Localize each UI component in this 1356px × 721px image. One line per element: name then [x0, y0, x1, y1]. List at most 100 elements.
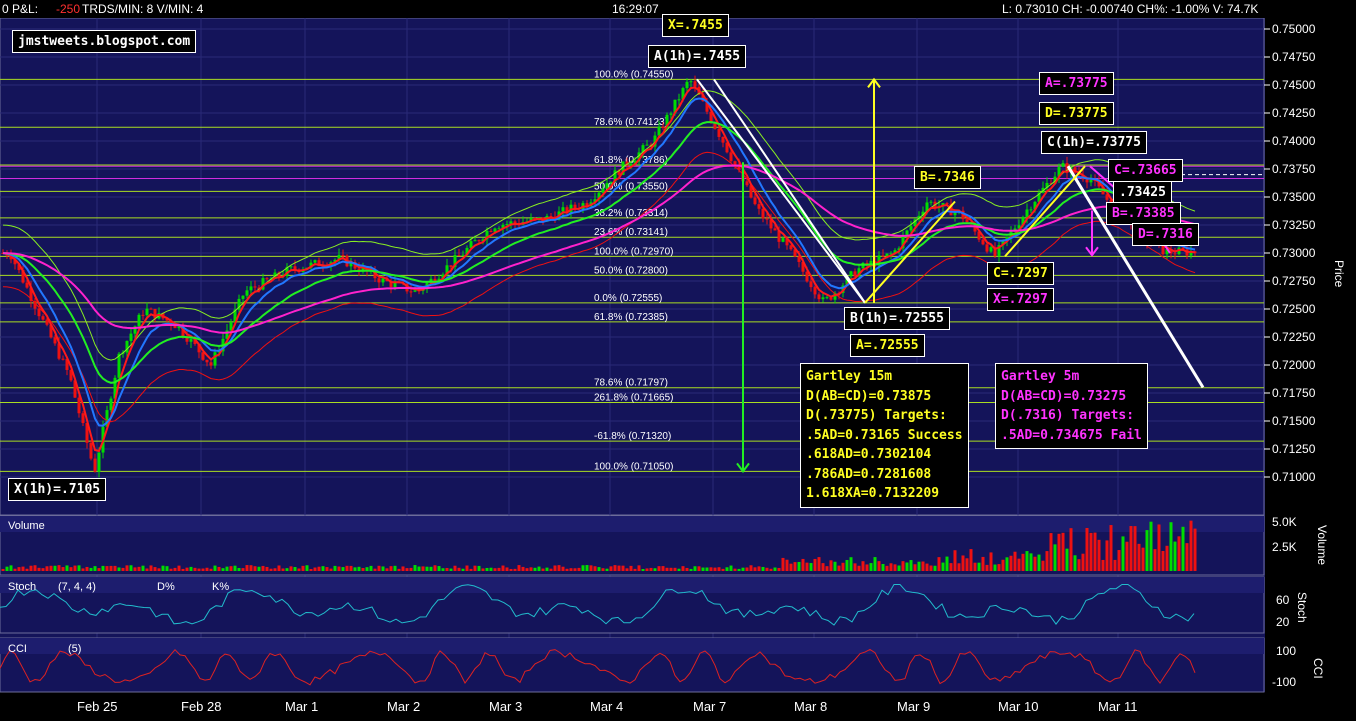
price-panel-frame [0, 17, 1265, 516]
volume-bar [53, 565, 57, 571]
candle-body [249, 286, 253, 291]
time-axis-area [0, 692, 1356, 721]
volume-bar [801, 558, 805, 571]
volume-bar [525, 568, 529, 571]
volume-bar [509, 568, 513, 571]
volume-bar [921, 561, 925, 571]
pl-value: -250 [56, 2, 81, 16]
volume-bar [881, 563, 885, 571]
volume-bar [857, 565, 861, 571]
candle-body [565, 207, 569, 214]
volume-bar [1157, 524, 1161, 571]
volume-bar [805, 562, 809, 571]
volume-bar [889, 563, 893, 571]
gartley-5m-box: Gartley 5m D(AB=CD)=0.73275 D(.7316) Tar… [995, 363, 1148, 449]
volume-bar [845, 559, 849, 571]
gartley-15m-box: Gartley 15m D(AB=CD)=0.73875 D(.73775) T… [800, 363, 969, 508]
volume-bar [233, 565, 237, 571]
candle-body [433, 278, 437, 283]
candle-body [593, 199, 597, 203]
stoch-tick-label: 20 [1276, 615, 1290, 629]
price-tick-label: 0.73250 [1272, 218, 1316, 232]
price-tick-label: 0.71000 [1272, 470, 1316, 484]
volume-bar [297, 568, 301, 571]
candle-body [25, 282, 29, 288]
candle-body [473, 240, 477, 242]
gartley-5m-line: D(.7316) Targets: [1001, 408, 1135, 423]
candle-body [1105, 194, 1109, 200]
candle-body [205, 359, 209, 363]
candle-body [73, 380, 77, 398]
volume-bar [185, 567, 189, 571]
volume-bar [813, 558, 817, 571]
volume-bar [133, 567, 137, 571]
candle-body [1017, 225, 1021, 229]
fib-level-label: 100.0% (0.74550) [594, 69, 674, 80]
price-tick-label: 0.73500 [1272, 190, 1316, 204]
volume-bar [25, 568, 29, 571]
candle-body [773, 228, 777, 231]
candle-body [497, 228, 501, 230]
volume-bar [745, 567, 749, 571]
candle-body [245, 290, 249, 296]
label-c-1h: C(1h)=.73775 [1041, 131, 1147, 154]
volume-bar [1125, 541, 1129, 571]
candle-body [605, 183, 609, 189]
stoch-panel-header [0, 577, 1264, 593]
candle-body [897, 248, 901, 251]
candle-body [665, 114, 669, 128]
volume-bar [737, 568, 741, 571]
clock-time: 16:29:07 [612, 2, 659, 16]
candle-body [453, 255, 457, 267]
volume-bar [393, 565, 397, 571]
candle-body [53, 337, 57, 344]
gartley-15m-line: .618AD=0.7302104 [806, 447, 932, 462]
volume-bar [901, 561, 905, 571]
pattern-leg-1h [713, 78, 866, 304]
volume-bar [989, 552, 993, 571]
price-tick-label: 0.74500 [1272, 78, 1316, 92]
volume-bar [413, 565, 417, 571]
cci-line [0, 648, 1196, 686]
volume-bar [1025, 551, 1029, 571]
candle-body [965, 219, 969, 223]
volume-bar [1061, 532, 1065, 571]
candle-body [93, 458, 97, 472]
volume-bar [969, 549, 973, 571]
volume-bar [49, 565, 53, 571]
volume-bar [613, 565, 617, 571]
gartley-15m-line: .5AD=0.73165 Success [806, 427, 963, 443]
stoch-legend-d: D% [157, 581, 175, 593]
candle-body [253, 286, 257, 288]
candle-body [117, 353, 121, 378]
volume-bar [29, 565, 33, 571]
volume-bar [493, 568, 497, 571]
candle-body [413, 290, 417, 292]
stoch-tick-label: 60 [1276, 593, 1290, 607]
date-tick-label: Feb 28 [181, 699, 221, 714]
volume-bar [73, 565, 77, 571]
volume-bar [633, 568, 637, 571]
label-current-price: .73425 [1113, 181, 1172, 204]
volume-bar [945, 556, 949, 571]
candle-body [21, 270, 25, 283]
candle-body [485, 230, 489, 240]
candle-body [633, 160, 637, 164]
volume-bar [645, 568, 649, 571]
candle-body [765, 218, 769, 220]
volume-bar [1053, 544, 1057, 571]
volume-bar [1129, 526, 1133, 571]
candle-body [785, 238, 789, 246]
candle-body [1065, 163, 1069, 173]
candle-body [265, 278, 269, 280]
candle-body [645, 144, 649, 146]
volume-bar [433, 565, 437, 571]
date-tick-label: Mar 2 [387, 699, 420, 714]
volume-bar [205, 567, 209, 571]
volume-bar [1161, 550, 1165, 571]
candle-body [757, 204, 761, 209]
volume-bar [213, 565, 217, 571]
volume-bar [585, 565, 589, 571]
volume-bar [1013, 551, 1017, 571]
volume-panel-title: Volume [8, 520, 45, 532]
